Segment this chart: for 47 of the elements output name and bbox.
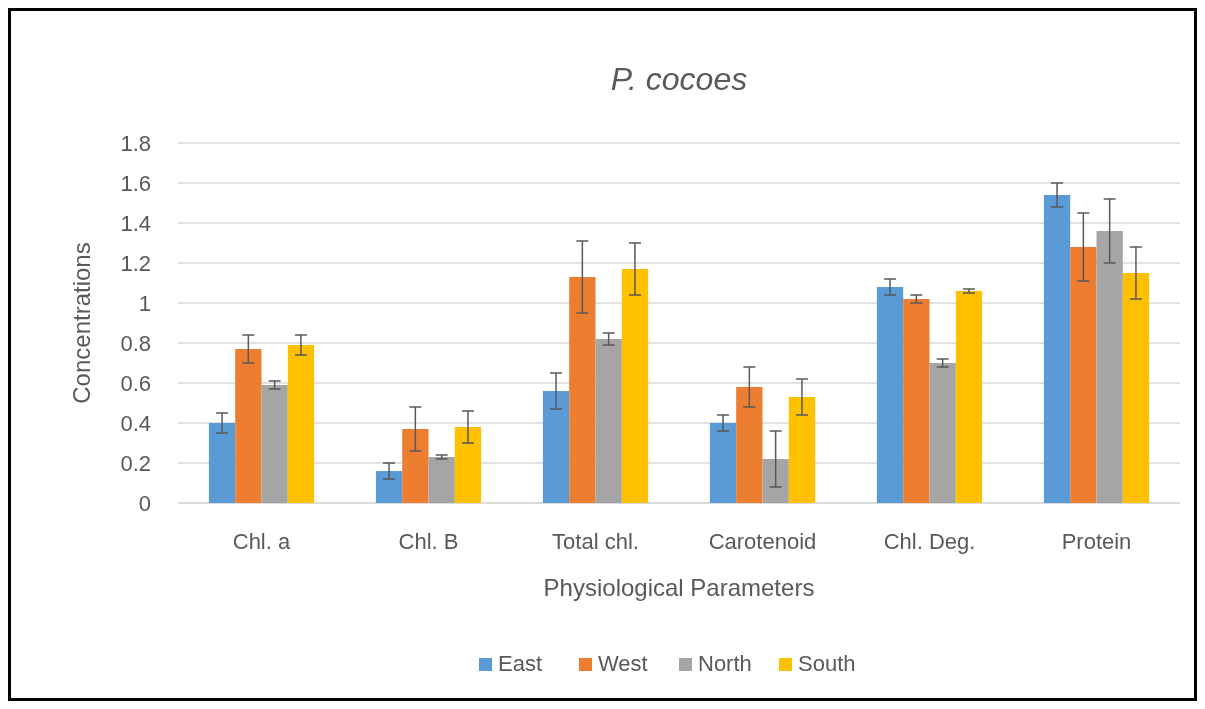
bar (261, 385, 288, 503)
bar (1043, 195, 1071, 503)
x-tick-label: Chl. Deg. (883, 529, 976, 554)
bar (736, 387, 763, 503)
y-tick-label: 1.6 (120, 171, 151, 196)
bar (709, 423, 737, 503)
bar (569, 277, 596, 503)
bar (454, 427, 482, 503)
bar (1096, 231, 1123, 503)
legend-label: North (698, 651, 752, 676)
y-tick-label: 0.4 (120, 411, 151, 436)
x-axis-title: Physiological Parameters (543, 574, 815, 601)
bar (595, 339, 622, 503)
bar (929, 363, 956, 503)
bar (1122, 273, 1150, 503)
bar (903, 299, 930, 503)
bar (287, 345, 315, 503)
y-tick-label: 0 (138, 491, 151, 516)
bar (542, 391, 570, 503)
chart-title: P. cocoes (610, 61, 748, 97)
bar (762, 459, 789, 503)
bar (621, 269, 649, 503)
bar (788, 397, 816, 503)
legend-label: South (798, 651, 856, 676)
y-tick-label: 0.6 (120, 371, 151, 396)
bar (955, 291, 983, 503)
y-tick-label: 0.2 (120, 451, 151, 476)
y-tick-label: 1.4 (120, 211, 151, 236)
x-tick-label: Total chl. (552, 529, 639, 554)
y-tick-label: 0.8 (120, 331, 151, 356)
y-tick-label: 1.2 (120, 251, 151, 276)
bar (235, 349, 262, 503)
legend-label: East (498, 651, 543, 676)
bar (1070, 247, 1097, 503)
y-tick-label: 1 (138, 291, 151, 316)
bar (375, 471, 403, 503)
bar (402, 429, 429, 503)
x-tick-label: Protein (1061, 529, 1132, 554)
y-axis-title: Concentrations (68, 242, 95, 404)
x-tick-label: Chl. B (398, 529, 459, 554)
legend-label: West (598, 651, 648, 676)
x-tick-label: Chl. a (232, 529, 291, 554)
x-tick-label: Carotenoid (708, 529, 817, 554)
bar (428, 457, 455, 503)
bar (208, 423, 236, 503)
y-tick-label: 1.8 (120, 131, 151, 156)
bar (876, 287, 904, 503)
